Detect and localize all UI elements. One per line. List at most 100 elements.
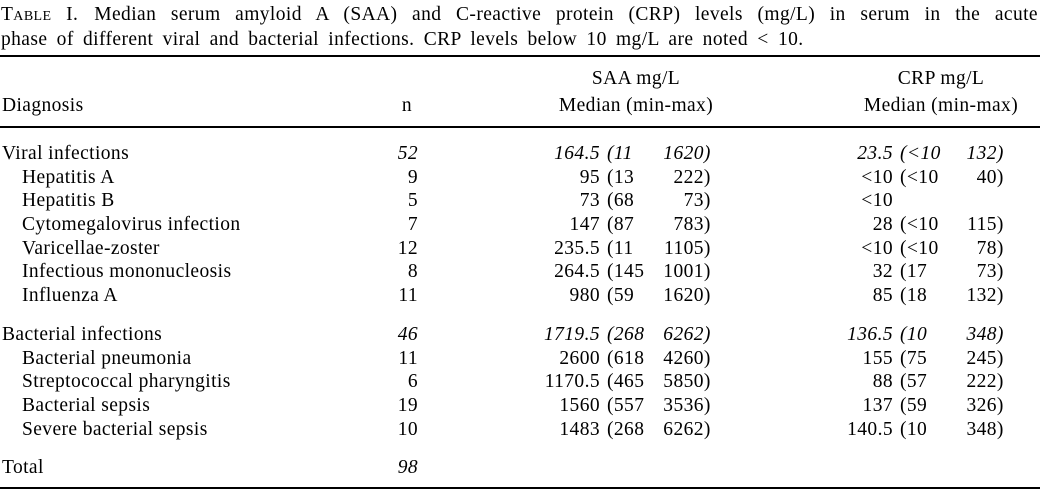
saa-max: 1620: [663, 143, 704, 164]
crp-range: 75 245: [900, 347, 1004, 371]
saa-min: 13: [613, 166, 635, 188]
header-diagnosis: Diagnosis: [2, 95, 84, 116]
table-row: Cytomegalovirus infection 7 147 87 783 28 <…: [0, 213, 1040, 237]
saa-cell: 1170.5 465 5850: [418, 370, 717, 394]
crp-range: 18 132: [900, 284, 1004, 308]
saa-max: 1620: [663, 285, 704, 307]
saa-range: 11 1105: [607, 237, 711, 261]
saa-median: 164.5: [554, 143, 600, 164]
saa-max: 222: [673, 166, 704, 188]
crp-median: 88: [872, 371, 893, 393]
saa-range: 145 1001: [607, 260, 711, 284]
header-crp-subtitle: Median (min-max): [863, 95, 1019, 116]
saa-range: 59 1620: [607, 284, 711, 308]
saa-cell: 147 87 783: [418, 213, 717, 237]
crp-cell: 137 59 326: [717, 394, 1040, 418]
diagnosis-cell: Viral infections: [2, 143, 130, 164]
crp-max: 115: [967, 214, 997, 236]
saa-range: 557 3536: [607, 394, 711, 418]
table-row: Infectious mononucleosis 8 264.51451001 …: [0, 260, 1040, 284]
n-cell: 7: [407, 214, 418, 236]
table-row: Bacterial infections 46 1719.5 268 6262 13…: [0, 323, 1040, 347]
caption-line-2: phase of different viral and bacterial i…: [1, 29, 804, 50]
diagnosis-cell: Bacterial infections: [2, 323, 163, 345]
n-cell: 5: [407, 190, 418, 212]
saa-cell: 980 59 1620: [418, 284, 717, 308]
crp-cell: <10: [717, 189, 1040, 213]
n-cell: 46: [397, 323, 418, 345]
n-cell: 6: [407, 371, 418, 393]
n-cell: 12: [397, 237, 418, 259]
saa-max: 1001: [663, 261, 704, 283]
n-cell: 19: [397, 394, 418, 416]
saa-range: 13 222: [607, 166, 711, 190]
diagnosis-cell: Influenza A: [22, 285, 118, 307]
saa-max: 783: [673, 214, 704, 236]
crp-min: <10: [906, 237, 939, 259]
n-cell: 8: [407, 261, 418, 283]
saa-max: 4260: [663, 347, 704, 369]
saa-cell: 235.5 11 1105: [418, 237, 717, 261]
saa-min: 59: [613, 285, 635, 307]
crp-cell: 23.5 <10 132: [717, 142, 1040, 166]
table-row: Hepatitis B 5 73 68 73 <10: [0, 189, 1040, 213]
saa-min: 11: [613, 237, 634, 259]
crp-range: 59 326: [900, 394, 1004, 418]
diagnosis-cell: Infectious mononucleosis: [22, 261, 232, 283]
n-cell: 11: [398, 347, 418, 369]
saa-cell: 1719.5 268 6262: [418, 323, 717, 347]
table-row: Viral infections 52 164.5 11 1620 23.5 <10 1…: [0, 142, 1040, 166]
header-n: n: [401, 95, 412, 116]
crp-max: 348: [966, 323, 997, 345]
table-row: Influenza A 11 980 59 1620 85 18 132: [0, 284, 1040, 308]
saa-range: 268 6262: [607, 418, 711, 442]
table-row: Varicellae-zoster 12 235.5 11 1105 <10 <10 7…: [0, 237, 1040, 261]
crp-range: 10 348: [900, 418, 1004, 442]
crp-max: 78: [976, 237, 997, 259]
header-crp: CRP mg/L Median (min-max): [848, 65, 1034, 119]
table-caption: Table I. Median serum amyloid A (SAA) and…: [1, 2, 1038, 52]
diagnosis-cell: Varicellae-zoster: [22, 237, 160, 259]
crp-cell: 321773: [717, 260, 1040, 284]
diagnosis-cell: Hepatitis B: [22, 190, 115, 212]
saa-min: 68: [613, 190, 635, 212]
n-cell: 52: [397, 143, 418, 164]
saa-min: 465: [613, 371, 645, 393]
crp-median: 85: [872, 285, 893, 307]
diagnosis-cell: Cytomegalovirus infection: [22, 214, 241, 236]
crp-median: 140.5: [847, 418, 893, 440]
saa-min: 268: [613, 418, 645, 440]
saa-median: 1719.5: [543, 323, 600, 345]
caption-text: Median serum amyloid A (SAA) and C-react…: [94, 4, 1038, 25]
table-row: Total 98: [0, 456, 1040, 480]
table-body: Viral infections 52 164.5 11 1620 23.5<101…: [0, 128, 1040, 480]
crp-min: <10: [906, 214, 939, 236]
crp-min: 75: [906, 347, 928, 369]
saa-max: 6262: [663, 418, 704, 440]
saa-cell: 95 13 222: [418, 166, 717, 190]
saa-cell: 73 68 73: [418, 189, 717, 213]
table-row: Bacterial pneumonia 11 2600 618 4260 155 75…: [0, 347, 1040, 371]
saa-median: 147: [569, 214, 600, 236]
crp-max: 132: [966, 285, 997, 307]
saa-max: 73: [683, 190, 704, 212]
saa-median: 1170.5: [544, 371, 600, 393]
crp-min: 18: [906, 285, 928, 307]
crp-median: 137: [862, 394, 893, 416]
saa-median: 73: [579, 190, 600, 212]
crp-min: 10: [906, 418, 928, 440]
saa-median: 2600: [559, 347, 600, 369]
crp-cell: [717, 456, 1040, 480]
n-cell: 11: [398, 285, 418, 307]
n-cell: 9: [407, 166, 418, 188]
crp-min: 57: [906, 371, 928, 393]
crp-max: 326: [966, 394, 997, 416]
crp-cell: <10 <10 78: [717, 237, 1040, 261]
saa-range: 618 4260: [607, 347, 711, 371]
saa-range: 268 6262: [607, 323, 711, 347]
crp-median: <10: [861, 166, 893, 188]
n-cell: 98: [397, 457, 418, 479]
crp-min: <10: [906, 166, 939, 188]
saa-cell: [418, 456, 717, 480]
caption-line-1: Table I. Median serum amyloid A (SAA) and…: [1, 2, 1038, 27]
